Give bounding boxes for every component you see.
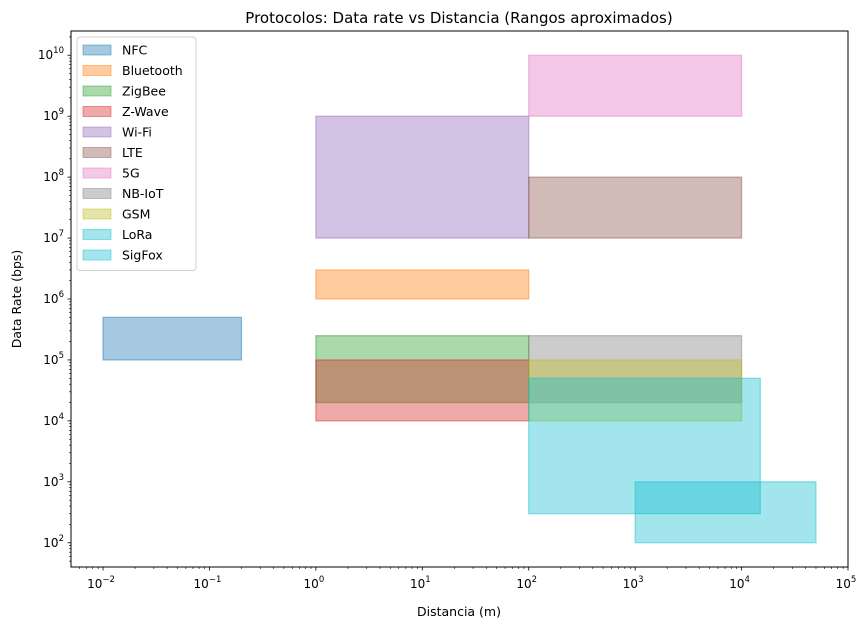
range-rect-nb-iot: [528, 335, 743, 404]
legend-label: LoRa: [122, 227, 152, 242]
range-rect-z-wave: [315, 359, 530, 422]
legend-swatch: [82, 126, 112, 138]
plot-rectangles: [102, 54, 817, 544]
legend-label: 5G: [122, 166, 140, 181]
legend-label: Bluetooth: [122, 63, 183, 78]
x-tick-label: 104: [729, 575, 750, 591]
legend-swatch: [82, 85, 112, 97]
range-rect-sigfox: [634, 481, 817, 544]
legend-swatch: [82, 147, 112, 158]
x-tick-label: 102: [516, 575, 537, 591]
range-rect-lte: [528, 176, 743, 239]
y-tick-label: 107: [43, 229, 64, 245]
y-tick-label: 102: [43, 534, 64, 550]
chart-title: Protocolos: Data rate vs Distancia (Rang…: [245, 9, 672, 27]
legend-label: NB-IoT: [122, 186, 164, 201]
x-tick-label: 10−1: [194, 575, 222, 591]
legend-swatch: [82, 229, 112, 240]
y-tick-label: 1010: [38, 46, 64, 62]
y-axis-ticks: 102 103 104 105 106 107 108 109 1010: [38, 36, 71, 562]
legend-swatch: [82, 208, 112, 220]
x-tick-label: 103: [623, 575, 644, 591]
range-rect-5g: [528, 54, 743, 117]
range-rect-bluetooth: [315, 269, 530, 300]
legend-label: SigFox: [122, 248, 163, 263]
range-rect-zigbee: [315, 335, 530, 404]
x-tick-label: 101: [410, 575, 431, 591]
y-tick-label: 103: [43, 473, 64, 489]
y-axis-label: Data Rate (bps): [9, 250, 24, 349]
y-tick-label: 109: [43, 107, 64, 123]
legend-swatch: [82, 249, 112, 261]
x-tick-label: 105: [836, 575, 857, 591]
legend-label: GSM: [122, 207, 150, 222]
legend-label: ZigBee: [122, 84, 166, 99]
range-rect-nfc: [102, 316, 243, 361]
range-rect-gsm: [528, 359, 743, 422]
legend-label: Z-Wave: [122, 104, 169, 119]
legend-swatch: [82, 188, 112, 199]
legend-swatch: [82, 65, 112, 76]
legend-label: NFC: [122, 43, 148, 58]
y-tick-label: 108: [43, 168, 64, 184]
x-tick-label: 100: [304, 575, 325, 591]
legend-label: Wi-Fi: [122, 125, 152, 140]
x-axis-ticks: 10−2 10−1 100 101 102 103 104 105: [79, 567, 856, 591]
x-tick-label: 10−2: [87, 575, 115, 591]
legend-label: LTE: [122, 145, 143, 160]
legend-box: [76, 36, 197, 271]
y-tick-label: 106: [43, 290, 64, 306]
y-tick-label: 105: [43, 351, 64, 367]
range-rect-wi-fi: [315, 115, 530, 239]
legend-swatch: [82, 44, 112, 56]
range-rect-lora: [528, 377, 761, 515]
y-tick-label: 104: [43, 412, 64, 428]
legend: NFC Bluetooth ZigBee Z-Wave Wi-Fi LTE 5G NB-IoT…: [76, 36, 197, 271]
x-axis-label: Distancia (m): [417, 604, 501, 619]
legend-swatch: [82, 167, 112, 179]
legend-swatch: [82, 106, 112, 117]
